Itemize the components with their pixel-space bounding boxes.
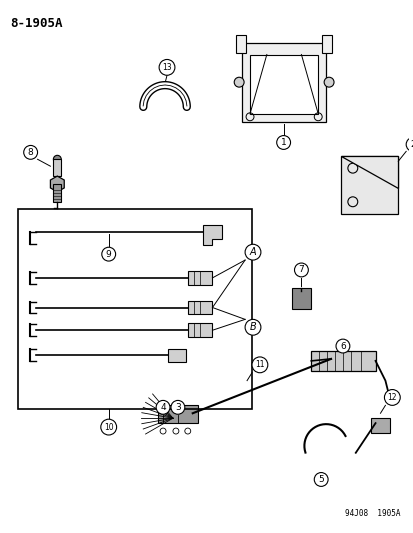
Circle shape xyxy=(184,428,190,434)
Bar xyxy=(188,324,212,337)
Text: 4: 4 xyxy=(160,403,166,412)
Text: B: B xyxy=(249,322,256,332)
Circle shape xyxy=(294,263,308,277)
Circle shape xyxy=(53,155,61,163)
Bar xyxy=(242,43,325,122)
Text: 12: 12 xyxy=(387,393,396,402)
Polygon shape xyxy=(340,156,397,188)
Bar xyxy=(188,271,212,285)
Bar xyxy=(340,156,397,214)
Text: 1: 1 xyxy=(280,138,286,147)
Circle shape xyxy=(323,77,333,87)
Text: 13: 13 xyxy=(162,63,171,72)
Bar xyxy=(249,54,318,114)
Bar xyxy=(53,184,61,202)
Circle shape xyxy=(384,390,399,406)
Circle shape xyxy=(244,244,260,260)
Bar xyxy=(188,301,212,314)
Bar xyxy=(311,351,375,371)
Text: 9: 9 xyxy=(106,249,112,259)
Bar xyxy=(168,349,185,362)
Circle shape xyxy=(234,77,244,87)
Bar xyxy=(53,159,61,176)
Bar xyxy=(321,35,331,53)
Circle shape xyxy=(276,135,290,149)
Text: 5: 5 xyxy=(318,475,323,484)
Text: 7: 7 xyxy=(298,265,304,274)
Circle shape xyxy=(173,428,178,434)
Polygon shape xyxy=(50,176,64,192)
Circle shape xyxy=(156,400,170,414)
Text: 6: 6 xyxy=(339,342,345,351)
Circle shape xyxy=(171,400,184,414)
Circle shape xyxy=(100,419,116,435)
Bar xyxy=(236,35,245,53)
Text: A: A xyxy=(249,247,256,257)
Bar xyxy=(158,406,197,423)
Circle shape xyxy=(160,428,166,434)
Text: 2: 2 xyxy=(409,140,413,149)
Text: 8-1905A: 8-1905A xyxy=(10,17,62,30)
Text: 11: 11 xyxy=(254,360,264,369)
Circle shape xyxy=(405,138,413,151)
Polygon shape xyxy=(202,225,222,245)
Circle shape xyxy=(313,473,328,487)
Circle shape xyxy=(244,319,260,335)
Circle shape xyxy=(102,247,115,261)
Circle shape xyxy=(335,339,349,353)
Text: 8: 8 xyxy=(28,148,33,157)
Circle shape xyxy=(24,146,38,159)
Text: 3: 3 xyxy=(175,403,180,412)
Text: 10: 10 xyxy=(104,423,113,432)
Bar xyxy=(18,209,252,409)
Text: 94J08  1905A: 94J08 1905A xyxy=(344,509,399,518)
Bar xyxy=(370,418,389,433)
Bar xyxy=(291,288,311,310)
Circle shape xyxy=(252,357,267,373)
Circle shape xyxy=(159,60,175,75)
